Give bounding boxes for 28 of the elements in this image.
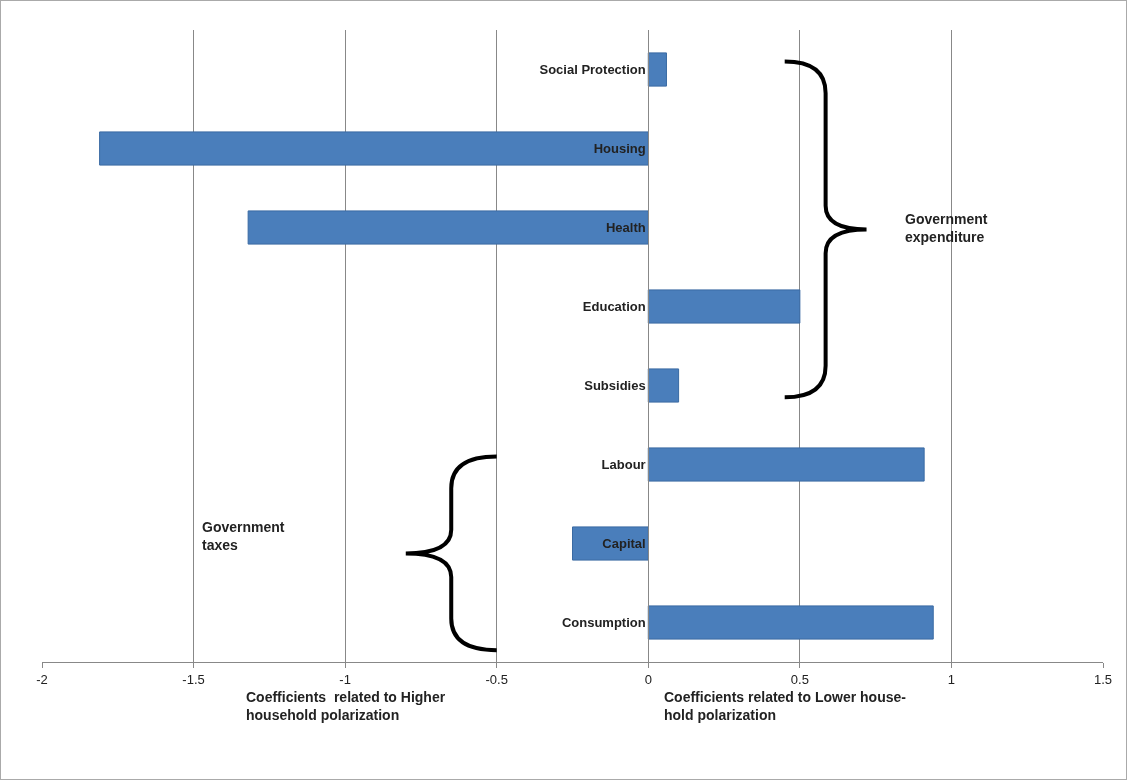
text: Coefficients related to Higher household polarization	[246, 689, 446, 724]
bar	[647, 368, 680, 403]
y-tick-label: Capital	[602, 536, 646, 552]
annotation: Government taxes	[202, 519, 285, 554]
x-tick-label: 1.5	[1093, 671, 1113, 687]
bar	[647, 605, 934, 640]
x-tick-label: 1	[947, 671, 956, 687]
bar	[247, 210, 649, 245]
x-tick-label: -2	[36, 671, 48, 687]
bar	[99, 131, 649, 166]
y-tick-label: Housing	[593, 141, 646, 157]
y-tick-label: Education	[582, 299, 646, 315]
bar	[647, 52, 667, 87]
bar	[647, 289, 801, 324]
y-tick-label: Health	[605, 220, 646, 236]
x-tick-label: -0.5	[485, 671, 508, 687]
y-tick-label: Labour	[601, 457, 646, 473]
y-tick-label: Consumption	[561, 615, 646, 631]
x-tick-label: -1	[339, 671, 351, 687]
annotation: Government expenditure	[905, 211, 988, 246]
y-tick-label: Social Protection	[539, 62, 646, 78]
bar	[572, 526, 649, 561]
text: Coefficients related to Lower house- hold polarization	[664, 689, 907, 724]
bar	[647, 447, 925, 482]
y-tick-label: Subsidies	[584, 378, 646, 394]
x-tick-label: -1.5	[182, 671, 205, 687]
x-tick-label: 0	[644, 671, 652, 687]
x-tick-label: 0.5	[790, 671, 809, 687]
